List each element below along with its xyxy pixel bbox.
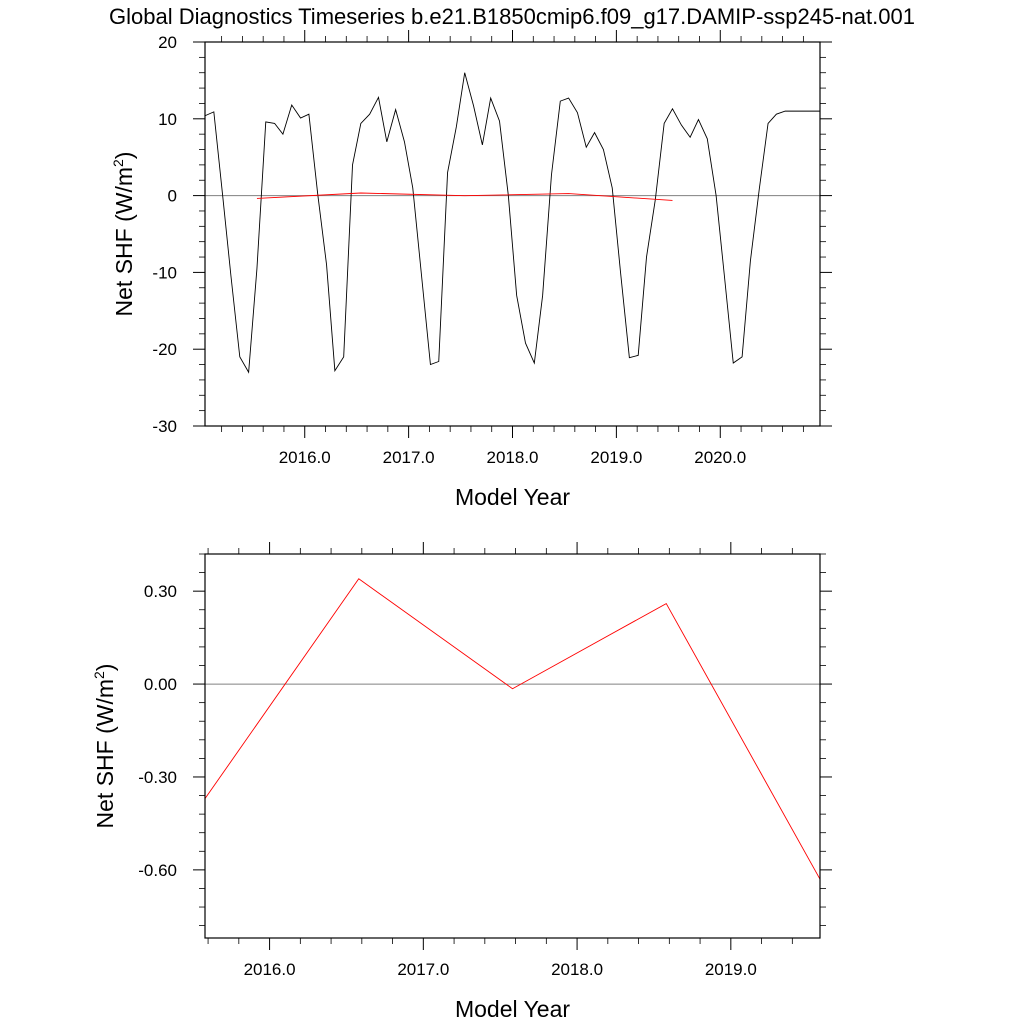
x-axis-title: Model Year xyxy=(455,484,570,510)
y-tick-label: -20 xyxy=(152,340,177,359)
monthly-series-line xyxy=(204,72,820,374)
y-axis-title: Net SHF (W/m2) xyxy=(91,664,118,829)
y-axis-title-close: ) xyxy=(111,152,137,160)
x-tick-label: 2018.0 xyxy=(487,448,539,467)
x-tick-label: 2017.0 xyxy=(397,960,449,979)
y-tick-label: -30 xyxy=(152,417,177,436)
figure-title: Global Diagnostics Timeseries b.e21.B185… xyxy=(109,4,915,29)
y-axis-title-text: Net SHF (W/m xyxy=(92,679,118,829)
y-tick-label: -0.30 xyxy=(138,768,177,787)
y-axis-title-superscript: 2 xyxy=(91,671,107,679)
plot-frame xyxy=(204,553,821,939)
y-tick-label: 0.30 xyxy=(144,582,177,601)
y-tick-label: -10 xyxy=(152,263,177,282)
x-tick-label: 2016.0 xyxy=(279,448,331,467)
y-tick-label: 10 xyxy=(158,110,177,129)
top-chart: 2016.0 2017.0 2018.0 2019.0 2020.0 -30 -20 -10 0… xyxy=(110,30,832,510)
x-tick-label: 2019.0 xyxy=(705,960,757,979)
x-axis-title: Model Year xyxy=(455,996,570,1022)
bottom-chart: 2016.0 2017.0 2018.0 2019.0 -0.60 -0.30 0.00 0.… xyxy=(91,542,832,1022)
x-tick-label: 2016.0 xyxy=(244,960,296,979)
y-tick-label: 0.00 xyxy=(144,675,177,694)
x-tick-label: 2017.0 xyxy=(383,448,435,467)
y-axis-title: Net SHF (W/m2) xyxy=(110,152,137,317)
x-tick-label: 2020.0 xyxy=(694,448,746,467)
y-tick-label: 20 xyxy=(158,33,177,52)
x-tick-label: 2018.0 xyxy=(551,960,603,979)
annual-mean-series-line xyxy=(256,192,673,201)
y-axis-title-text: Net SHF (W/m xyxy=(111,167,137,317)
y-axis-title-close: ) xyxy=(92,664,118,672)
y-axis-title-superscript: 2 xyxy=(110,159,126,167)
x-tick-label: 2019.0 xyxy=(590,448,642,467)
plot-frame xyxy=(204,41,821,427)
annual-mean-series-line xyxy=(204,578,821,880)
y-tick-label: 0 xyxy=(168,187,177,206)
y-tick-label: -0.60 xyxy=(138,861,177,880)
